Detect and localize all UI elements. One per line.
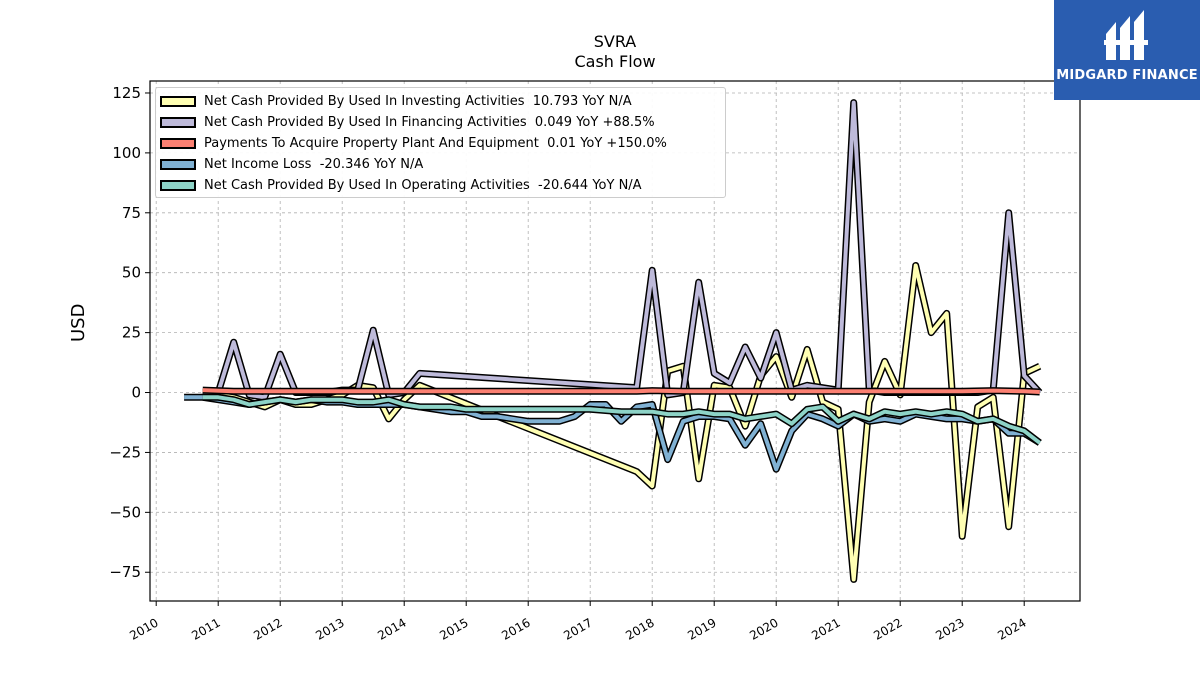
- x-tick-label: 2017: [561, 615, 594, 642]
- series-operating: [202, 393, 1042, 446]
- x-tick-label: 2019: [685, 615, 718, 642]
- series-line-investing: [202, 263, 1041, 582]
- x-tick-label: 2018: [623, 615, 656, 642]
- x-tick-label: 2011: [189, 615, 222, 642]
- x-tick-label: 2012: [251, 615, 284, 642]
- legend-swatch-investing: [160, 95, 196, 107]
- legend-swatch-operating: [160, 179, 196, 191]
- y-tick-label: 100: [112, 144, 141, 162]
- legend-label-operating: Net Cash Provided By Used In Operating A…: [204, 177, 642, 193]
- legend-item-financing: Net Cash Provided By Used In Financing A…: [160, 113, 655, 131]
- legend-item-investing: Net Cash Provided By Used In Investing A…: [160, 92, 632, 110]
- chart-legend: Net Cash Provided By Used In Investing A…: [155, 87, 726, 198]
- y-tick-label: 25: [122, 324, 141, 342]
- series-capex: [202, 386, 1040, 396]
- y-tick-label: 0: [131, 384, 141, 402]
- y-tick-label: 50: [122, 264, 141, 282]
- x-tick-label: 2021: [809, 615, 842, 642]
- legend-label-investing: Net Cash Provided By Used In Investing A…: [204, 93, 632, 109]
- legend-swatch-capex: [160, 137, 196, 149]
- x-tick-label: 2022: [871, 615, 904, 642]
- x-tick-label: 2023: [933, 615, 966, 642]
- legend-label-financing: Net Cash Provided By Used In Financing A…: [204, 114, 655, 130]
- series-layer: [184, 99, 1043, 583]
- x-tick-label: 2024: [995, 615, 1028, 642]
- y-tick-label: 75: [122, 204, 141, 222]
- x-tick-label: 2015: [437, 615, 470, 642]
- x-tick-label: 2013: [313, 615, 346, 642]
- legend-label-capex: Payments To Acquire Property Plant And E…: [204, 135, 667, 151]
- midgard-finance-logo: MIDGARD FINANCE: [1054, 0, 1200, 100]
- legend-item-capex: Payments To Acquire Property Plant And E…: [160, 134, 667, 152]
- y-axis-label: USD: [68, 303, 89, 342]
- x-tick-label: 2020: [747, 615, 780, 642]
- x-tick-label: 2010: [127, 615, 160, 642]
- legend-swatch-netincome: [160, 158, 196, 170]
- y-tick-label: −75: [109, 563, 141, 581]
- series-line-capex: [202, 388, 1040, 394]
- y-tick-label: 125: [112, 84, 141, 102]
- midgard-logo-icon: [1104, 10, 1148, 60]
- y-tick-label: −50: [109, 503, 141, 521]
- legend-label-netincome: Net Income Loss -20.346 YoY N/A: [204, 156, 424, 172]
- legend-item-netincome: Net Income Loss -20.346 YoY N/A: [160, 155, 423, 173]
- logo-text: MIDGARD FINANCE: [1056, 68, 1198, 83]
- x-tick-label: 2014: [375, 615, 408, 642]
- legend-item-operating: Net Cash Provided By Used In Operating A…: [160, 176, 642, 194]
- plot-area-frame: [149, 80, 1081, 602]
- chart-subtitle: Cash Flow: [574, 52, 656, 71]
- series-line-operating: [202, 395, 1041, 445]
- legend-swatch-financing: [160, 116, 196, 128]
- series-investing: [202, 262, 1042, 583]
- chart-title: SVRA: [593, 32, 637, 51]
- x-tick-label: 2016: [499, 615, 532, 642]
- y-tick-label: −25: [109, 443, 141, 461]
